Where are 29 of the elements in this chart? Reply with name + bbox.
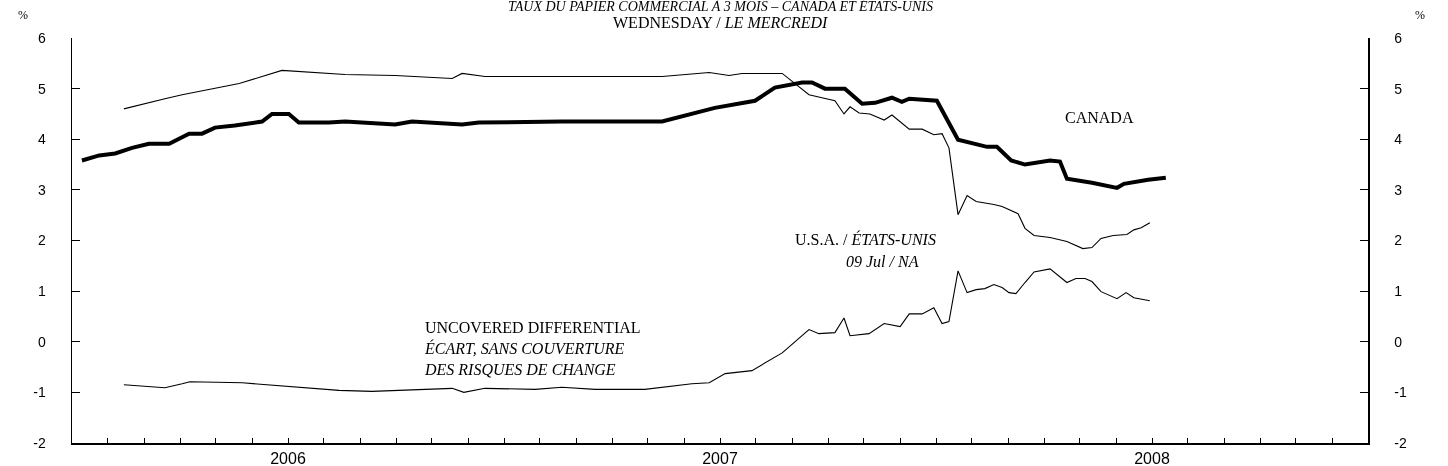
line-series: [123, 268, 1151, 393]
y-tick-label: 2: [37, 232, 46, 249]
y2-tick-label: 3: [1394, 181, 1403, 198]
y2-tick-label: 4: [1394, 131, 1403, 148]
text: CANADA: [1065, 109, 1134, 126]
y-tick-label: 5: [37, 80, 46, 97]
y2-tick-label: 6: [1394, 29, 1403, 46]
x-tick-label: 2007: [702, 449, 738, 466]
y2-tick-label: 0: [1394, 333, 1403, 350]
series-label: U.S.A. / ÉTATS-UNIS: [795, 230, 936, 248]
y2-tick-label: 1: [1394, 283, 1403, 300]
y-tick-label: -1: [33, 384, 46, 401]
y2-axis-title: %: [1415, 8, 1425, 22]
y-tick-label: 6: [37, 29, 46, 46]
y2-tick-label: 2: [1394, 232, 1403, 249]
x-tick-label: 2006: [270, 449, 306, 466]
y-tick-label: 3: [37, 181, 46, 198]
y-axis-title: %: [18, 8, 28, 22]
y2-tick-label: -1: [1394, 384, 1407, 401]
x-tick-label: 2008: [1134, 449, 1170, 466]
y-tick-label: 1: [37, 283, 46, 300]
y2-tick-label: -2: [1394, 434, 1407, 451]
y-tick-label: 4: [37, 131, 46, 148]
series-label: UNCOVERED DIFFERENTIAL ÉCART, SANS COUVERTURE DES RISQUES DE CHANGE: [424, 319, 641, 378]
y2-tick-label: 5: [1394, 80, 1403, 97]
chart-subtitle: WEDNESDAY / LE MERCREDI: [613, 14, 829, 31]
y-tick-label: 0: [37, 333, 46, 350]
y-tick-label: -2: [33, 434, 46, 451]
annotation: 09 Jul / NA: [846, 253, 919, 270]
